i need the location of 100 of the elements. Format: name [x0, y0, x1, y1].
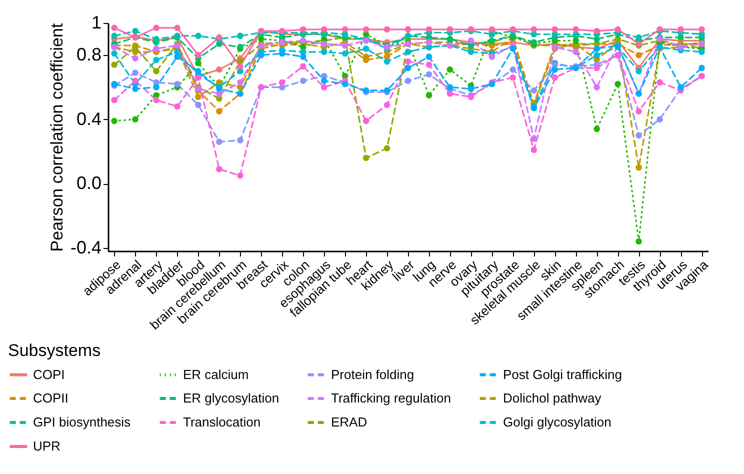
point — [237, 63, 244, 70]
point — [404, 48, 412, 56]
point — [656, 79, 663, 86]
point — [384, 145, 390, 152]
point — [510, 66, 516, 73]
point — [468, 86, 474, 92]
point — [342, 26, 348, 33]
point — [384, 102, 390, 108]
point — [530, 87, 538, 94]
point — [237, 137, 244, 144]
legend-label: Dolichol pathway — [503, 390, 602, 406]
point — [132, 55, 138, 62]
point — [237, 79, 244, 86]
point — [636, 34, 642, 41]
point — [320, 78, 328, 84]
point — [426, 54, 432, 60]
point — [111, 32, 118, 39]
point — [111, 118, 118, 124]
legend-label: Trafficking regulation — [331, 390, 451, 406]
y-axis-title: Pearson correlation coefficient — [47, 23, 66, 252]
point — [111, 62, 118, 68]
point — [636, 52, 642, 58]
point — [132, 28, 138, 34]
point — [446, 26, 454, 33]
point — [698, 64, 705, 72]
point — [404, 78, 412, 84]
point — [132, 70, 138, 76]
point — [300, 54, 306, 60]
point — [384, 26, 390, 33]
point — [362, 54, 370, 60]
point — [384, 58, 390, 65]
point — [195, 68, 202, 74]
point — [237, 172, 244, 179]
point — [426, 26, 432, 33]
legend-label: GPI biosynthesis — [33, 414, 132, 430]
point — [698, 48, 705, 56]
point — [111, 96, 118, 104]
point — [153, 84, 160, 90]
point — [278, 79, 286, 86]
point — [404, 26, 412, 33]
point — [153, 46, 160, 52]
point — [174, 54, 180, 60]
point — [552, 74, 558, 81]
point — [594, 28, 600, 34]
point — [342, 50, 348, 57]
point — [552, 26, 558, 33]
point — [698, 26, 705, 33]
legend-label: COPI — [33, 366, 65, 382]
point — [132, 116, 138, 122]
point — [594, 52, 600, 58]
point — [426, 92, 432, 98]
y-tick-label: 1 — [91, 12, 102, 32]
point — [237, 32, 244, 39]
legend-label: Post Golgi trafficking — [503, 366, 622, 382]
point — [362, 26, 370, 33]
point — [362, 154, 370, 162]
point — [656, 116, 663, 122]
legend-label: UPR — [33, 438, 60, 454]
point — [132, 78, 138, 84]
point — [195, 102, 202, 108]
point — [195, 32, 202, 39]
legend-label: ER glycosylation — [183, 390, 280, 406]
point — [636, 108, 642, 114]
point — [216, 66, 222, 73]
point — [216, 108, 222, 114]
point — [362, 118, 370, 124]
point — [216, 166, 222, 172]
point — [258, 52, 264, 58]
point — [636, 68, 642, 74]
point — [404, 58, 412, 65]
point — [300, 26, 306, 33]
point — [446, 90, 454, 97]
point — [174, 24, 180, 31]
legend-title: Subsystems — [8, 341, 101, 360]
point — [446, 66, 454, 73]
point — [278, 50, 286, 57]
point — [195, 94, 202, 100]
legend-label: Protein folding — [331, 366, 414, 382]
y-tick-label: 0.8 — [76, 44, 102, 65]
point — [404, 64, 412, 72]
point — [594, 64, 600, 72]
point — [468, 48, 474, 56]
point — [530, 146, 538, 153]
point — [300, 63, 306, 70]
point — [426, 62, 432, 68]
point — [636, 238, 642, 245]
point — [594, 84, 600, 90]
point — [572, 48, 579, 56]
point — [636, 164, 642, 171]
point — [572, 26, 579, 33]
point — [636, 132, 642, 139]
y-tick-label: -0.4 — [70, 237, 102, 258]
point — [153, 56, 160, 64]
point — [362, 46, 370, 52]
point — [320, 48, 328, 56]
y-tick-label: 0.0 — [76, 173, 102, 194]
point — [300, 78, 306, 84]
point — [132, 86, 138, 92]
point — [530, 26, 538, 33]
point — [216, 138, 222, 145]
